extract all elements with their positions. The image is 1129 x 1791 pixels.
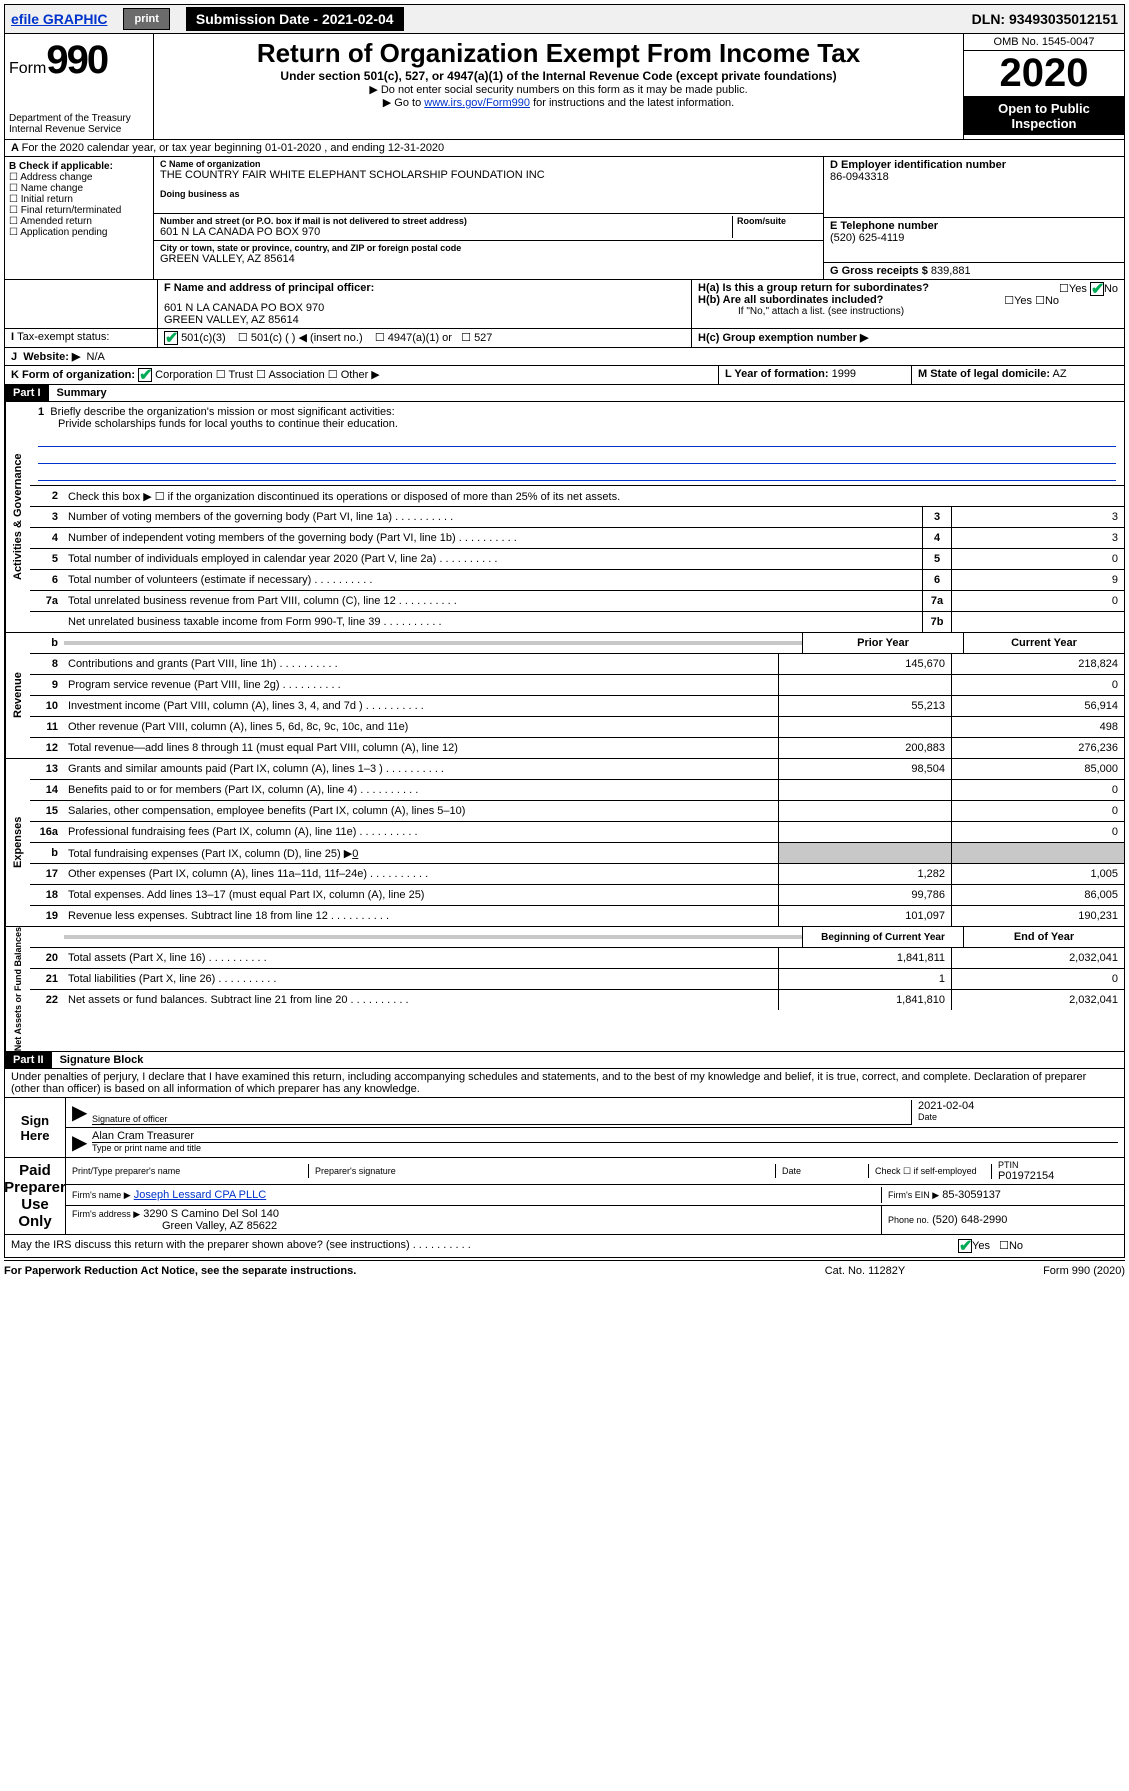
- curr-8: 218,824: [951, 654, 1124, 674]
- part1-header: Part I Summary: [4, 385, 1125, 402]
- val-4: 3: [951, 528, 1124, 548]
- org-name: THE COUNTRY FAIR WHITE ELEPHANT SCHOLARS…: [160, 169, 817, 181]
- gross-receipts: 839,881: [931, 265, 971, 277]
- checkbox-corp[interactable]: ✔: [138, 368, 152, 382]
- curr-11: 498: [951, 717, 1124, 737]
- curr-10: 56,914: [951, 696, 1124, 716]
- ein: 86-0943318: [830, 171, 1118, 183]
- part2-header: Part II Signature Block: [4, 1052, 1125, 1069]
- form-header: Form990 Department of the Treasury Inter…: [4, 34, 1125, 140]
- prior-13: 98,504: [778, 759, 951, 779]
- year-formation: 1999: [832, 368, 856, 380]
- firm-addr2: Green Valley, AZ 85622: [72, 1220, 277, 1232]
- curr-12: 276,236: [951, 738, 1124, 758]
- section-fh: F Name and address of principal officer:…: [4, 280, 1125, 329]
- section-i: I Tax-exempt status: ✔ 501(c)(3) ☐ 501(c…: [4, 329, 1125, 348]
- box-b: B Check if applicable: ☐ Address change …: [5, 157, 154, 279]
- discuss-yes[interactable]: ✔: [958, 1239, 972, 1253]
- state-domicile: AZ: [1052, 368, 1066, 380]
- section-activities: Activities & Governance 1 Briefly descri…: [4, 402, 1125, 633]
- officer-addr2: GREEN VALLEY, AZ 85614: [164, 314, 685, 326]
- website: N/A: [87, 351, 105, 363]
- sign-date: 2021-02-04: [918, 1100, 1118, 1112]
- discuss-row: May the IRS discuss this return with the…: [4, 1235, 1125, 1258]
- omb-number: OMB No. 1545-0047: [964, 34, 1124, 51]
- note-ssn: ▶ Do not enter social security numbers o…: [158, 83, 959, 96]
- section-bcdefg: B Check if applicable: ☐ Address change …: [4, 157, 1125, 280]
- prior-19: 101,097: [778, 906, 951, 926]
- fundraising-total: 0: [352, 848, 358, 860]
- val-5: 0: [951, 549, 1124, 569]
- section-klm: K Form of organization: ✔ Corporation ☐ …: [4, 366, 1125, 385]
- prior-12: 200,883: [778, 738, 951, 758]
- ptin: P01972154: [998, 1170, 1118, 1182]
- form-title: Return of Organization Exempt From Incom…: [158, 38, 959, 69]
- section-a: A For the 2020 calendar year, or tax yea…: [4, 140, 1125, 157]
- firm-ein: 85-3059137: [942, 1189, 1001, 1201]
- section-revenue: Revenue bPrior YearCurrent Year 8Contrib…: [4, 633, 1125, 759]
- officer-name: Alan Cram Treasurer: [92, 1130, 1118, 1143]
- section-expenses: Expenses 13Grants and similar amounts pa…: [4, 759, 1125, 927]
- curr-14: 0: [951, 780, 1124, 800]
- vert-expenses: Expenses: [5, 759, 30, 926]
- val-6: 9: [951, 570, 1124, 590]
- prior-8: 145,670: [778, 654, 951, 674]
- efile-link[interactable]: efile GRAPHIC: [5, 9, 113, 29]
- sign-block: Sign Here ▶ Signature of officer 2021-02…: [4, 1098, 1125, 1158]
- curr-13: 85,000: [951, 759, 1124, 779]
- curr-19: 190,231: [951, 906, 1124, 926]
- val-7a: 0: [951, 591, 1124, 611]
- dept-treasury: Department of the Treasury: [9, 113, 149, 124]
- curr-18: 86,005: [951, 885, 1124, 905]
- instructions-link[interactable]: www.irs.gov/Form990: [424, 97, 530, 109]
- form-subtitle: Under section 501(c), 527, or 4947(a)(1)…: [158, 69, 959, 83]
- curr-20: 2,032,041: [951, 948, 1124, 968]
- irs-label: Internal Revenue Service: [9, 124, 149, 135]
- print-button[interactable]: print: [123, 8, 169, 30]
- preparer-block: Paid Preparer Use Only Print/Type prepar…: [4, 1158, 1125, 1235]
- checkbox-501c3[interactable]: ✔: [164, 331, 178, 345]
- footer: For Paperwork Reduction Act Notice, see …: [4, 1260, 1125, 1277]
- val-7b: [951, 612, 1124, 632]
- vert-revenue: Revenue: [5, 633, 30, 758]
- val-3: 3: [951, 507, 1124, 527]
- vert-activities: Activities & Governance: [5, 402, 30, 632]
- box-c: C Name of organization THE COUNTRY FAIR …: [154, 157, 824, 279]
- note-goto: ▶ Go to www.irs.gov/Form990 for instruct…: [158, 96, 959, 109]
- prior-18: 99,786: [778, 885, 951, 905]
- prior-20: 1,841,811: [778, 948, 951, 968]
- curr-16a: 0: [951, 822, 1124, 842]
- top-bar: efile GRAPHIC print Submission Date - 20…: [4, 4, 1125, 34]
- perjury-declaration: Under penalties of perjury, I declare th…: [4, 1069, 1125, 1098]
- firm-name[interactable]: Joseph Lessard CPA PLLC: [134, 1189, 266, 1201]
- form-number: Form990: [9, 38, 149, 83]
- prior-21: 1: [778, 969, 951, 989]
- curr-15: 0: [951, 801, 1124, 821]
- org-street: 601 N LA CANADA PO BOX 970: [160, 226, 732, 238]
- firm-phone: (520) 648-2990: [932, 1214, 1007, 1226]
- prior-17: 1,282: [778, 864, 951, 884]
- vert-netassets: Net Assets or Fund Balances: [5, 927, 30, 1051]
- org-city: GREEN VALLEY, AZ 85614: [160, 253, 817, 265]
- dln: DLN: 93493035012151: [966, 9, 1124, 29]
- prior-22: 1,841,810: [778, 990, 951, 1010]
- tax-year: 2020: [964, 51, 1124, 97]
- open-public-badge: Open to Public Inspection: [964, 97, 1124, 135]
- firm-addr1: 3290 S Camino Del Sol 140: [143, 1208, 279, 1220]
- officer-addr1: 601 N LA CANADA PO BOX 970: [164, 302, 685, 314]
- telephone: (520) 625-4119: [830, 232, 1118, 244]
- section-j: J Website: ▶ N/A: [4, 348, 1125, 366]
- curr-21: 0: [951, 969, 1124, 989]
- submission-date: Submission Date - 2021-02-04: [186, 7, 404, 31]
- curr-9: 0: [951, 675, 1124, 695]
- curr-17: 1,005: [951, 864, 1124, 884]
- prior-10: 55,213: [778, 696, 951, 716]
- mission-text: Privide scholarships funds for local you…: [38, 418, 398, 430]
- curr-22: 2,032,041: [951, 990, 1124, 1010]
- section-netassets: Net Assets or Fund Balances Beginning of…: [4, 927, 1125, 1052]
- box-deg: D Employer identification number 86-0943…: [824, 157, 1124, 279]
